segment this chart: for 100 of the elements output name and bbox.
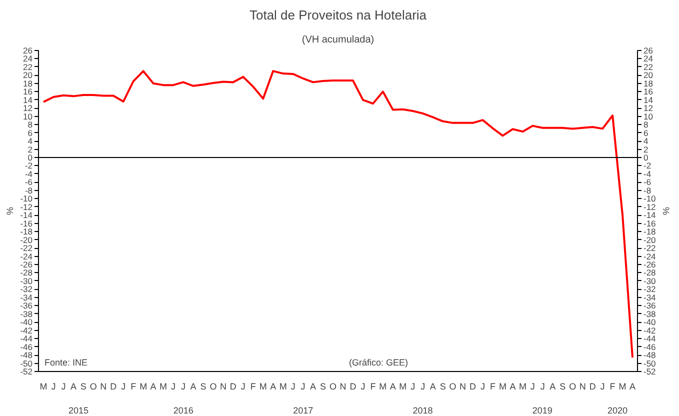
y2-tick-label: 6 [644,128,648,138]
x-tick-label: N [100,382,107,392]
y-tick-label: -10 [20,194,33,204]
x-tick-label: J [181,382,186,392]
y2-tick-label: 22 [644,62,654,72]
y-tick-label: 10 [23,111,33,122]
y2-tick-label: -14 [644,210,656,220]
x-tick-label: D [110,382,118,392]
x-tick-label: F [130,382,137,392]
y2-tick-label: -38 [644,308,656,319]
y2-tick-label: 20 [644,70,654,80]
y2-tick-label: 4 [644,136,648,146]
annotation: (Gráfico: GEE) [348,358,408,368]
x-tick-label: J [171,382,176,392]
x-tick-label: D [470,382,477,392]
x-tick-label: D [589,382,596,392]
y-tick-label: -30 [20,276,33,286]
x-tick-label: A [270,382,276,392]
x-tick-label: J [600,382,605,392]
y-tick-label: -20 [20,234,33,245]
y-tick-label: 0 [28,152,33,162]
y2-axis-title: % [660,207,671,216]
y2-tick-label: 26 [644,46,654,56]
y-tick-label: 20 [23,70,33,80]
x-tick-label: N [340,382,346,392]
y2-tick-label: 2 [644,144,648,154]
y-tick-label: -46 [20,342,33,352]
x2-tick-label: 2020 [607,406,628,416]
x-tick-label: A [70,382,76,392]
y-tick-label: 12 [23,103,33,114]
y-tick-label: -36 [20,300,33,311]
y-tick-label: -14 [20,210,33,220]
y-tick-label: -48 [20,350,33,360]
y2-tick-label: -36 [644,300,656,311]
x-tick-label: A [150,382,156,392]
y-tick-label: -18 [20,226,33,237]
x-tick-label: A [430,382,436,392]
y2-tick-label: -34 [644,292,656,302]
y2-tick-label: 18 [644,78,654,88]
x-tick-label: M [379,382,387,392]
x-tick-label: A [390,382,396,392]
y-tick-label: -22 [20,243,33,254]
x-tick-label: M [518,382,526,392]
y2-tick-label: -48 [644,350,656,360]
x-tick-label: F [370,382,376,392]
y2-tick-label: -6 [644,177,652,188]
y-tick-label: 16 [23,86,33,97]
y2-tick-label: -8 [644,185,652,196]
y-tick-label: -16 [20,218,33,228]
y-tick-label: 22 [23,62,33,72]
y2-tick-label: -46 [644,342,656,352]
y-tick-label: -12 [20,202,33,212]
y-tick-label: -24 [20,251,33,262]
x-tick-label: A [310,382,316,392]
x-tick-label: N [460,382,466,392]
y-tick-label: -2 [24,160,33,171]
x2-tick-label: 2015 [68,406,89,416]
y-tick-label: -44 [20,334,33,344]
x-tick-label: A [190,382,196,392]
y-tick-label: 2 [28,144,33,154]
y2-tick-label: -16 [644,218,656,228]
y2-tick-label: 10 [644,111,654,122]
y-tick-label: -52 [20,366,33,376]
y-tick-label: 24 [23,54,33,64]
x-tick-label: J [480,382,486,392]
x-tick-label: O [569,382,576,392]
y2-tick-label: 24 [644,54,654,64]
x-tick-label: A [550,382,556,392]
x-tick-label: M [40,382,48,392]
y-tick-label: 14 [23,94,33,105]
x-tick-label: S [440,382,446,392]
y2-tick-label: -4 [644,168,652,179]
x2-tick-label: 2016 [173,406,194,416]
y-tick-label: -8 [24,185,33,196]
x-tick-label: S [80,382,86,392]
x-tick-label: F [490,382,496,392]
x2-tick-label: 2018 [412,406,433,416]
x-tick-label: M [140,382,148,392]
y-tick-label: -42 [20,325,33,336]
y2-tick-label: -22 [644,243,656,254]
y2-tick-label: 12 [644,103,654,114]
y2-tick-label: 0 [644,152,648,162]
y2-tick-label: -20 [644,234,656,245]
x-tick-label: M [279,382,287,392]
x-tick-label: D [230,382,237,392]
x-tick-label: O [90,382,97,392]
y2-tick-label: -50 [644,358,656,368]
y2-tick-label: -2 [644,160,652,171]
y2-tick-label: 8 [644,120,648,130]
x-tick-label: A [630,382,636,392]
x-tick-label: O [449,382,456,392]
x-tick-label: N [220,382,226,392]
y-tick-label: 18 [23,78,33,88]
x2-tick-label: 2017 [293,406,314,416]
x-tick-label: O [210,382,217,392]
y2-tick-label: -18 [644,226,656,237]
y-tick-label: -32 [20,284,33,294]
y2-tick-label: -30 [644,276,656,286]
x-tick-label: J [290,382,296,392]
y-tick-label: -50 [20,358,33,368]
